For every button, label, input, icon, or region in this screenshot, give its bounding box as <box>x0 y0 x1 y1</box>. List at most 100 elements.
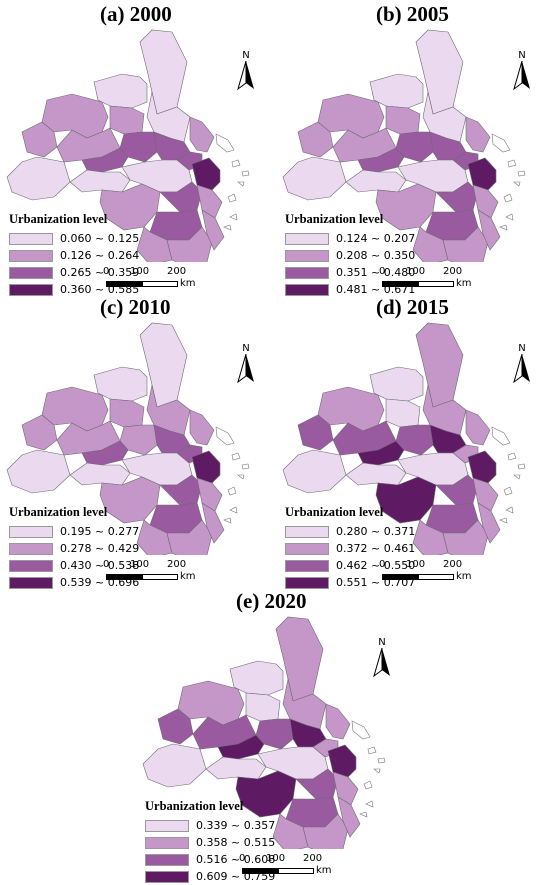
legend-swatch <box>9 542 53 555</box>
legend-range: 0.372 ~ 0.461 <box>336 542 416 555</box>
legend-swatch <box>285 232 329 245</box>
scale-bar: 0 100 200 km <box>103 266 226 289</box>
scale-tick: 200 <box>167 559 187 570</box>
city-region <box>442 226 489 262</box>
legend-swatch <box>285 266 329 279</box>
legend-range: 0.278 ~ 0.429 <box>60 542 140 555</box>
scale-tick: 100 <box>130 266 150 277</box>
legend-swatch <box>9 266 53 279</box>
city-region <box>345 462 407 486</box>
north-label: N <box>242 50 250 61</box>
city-region <box>142 743 207 788</box>
city-region <box>472 184 499 219</box>
coastal-island <box>491 426 511 446</box>
map-panel: (b) 2005 N Urbanization level 0.124 ~ 0.207… <box>278 0 548 296</box>
choropleth-map <box>6 322 250 555</box>
coastal-island <box>215 426 235 446</box>
legend-title: Urbanization level <box>285 505 384 519</box>
legend: Urbanization level 0.195 ~ 0.277 0.278 ~ 0… <box>9 505 139 591</box>
legend-swatch <box>9 283 53 296</box>
coastal-island <box>231 452 241 461</box>
legend-range: 0.339 ~ 0.357 <box>196 819 276 832</box>
coastal-island <box>505 506 514 514</box>
scale-unit: km <box>316 865 332 876</box>
city-region <box>375 476 437 524</box>
city-region <box>99 183 161 231</box>
coastal-island <box>507 159 517 168</box>
scale-tick: 100 <box>406 266 426 277</box>
legend-row: 0.278 ~ 0.429 <box>9 540 139 557</box>
coastal-island <box>241 170 250 177</box>
legend-title: Urbanization level <box>9 505 108 519</box>
legend-range: 0.462 ~ 0.550 <box>336 559 416 572</box>
north-arrow: N <box>512 343 532 387</box>
city-region <box>245 692 281 722</box>
city-region <box>196 184 223 219</box>
choropleth-map <box>282 322 526 555</box>
coastal-island <box>491 133 511 153</box>
city-region <box>472 477 499 512</box>
coastal-island <box>229 506 238 514</box>
scale-bar-white <box>418 573 454 580</box>
city-region <box>189 116 215 153</box>
map-panel: (c) 2010 N Urbanization level 0.195 ~ 0.277… <box>2 293 272 589</box>
scale-bar-white <box>142 280 178 287</box>
north-arrow-icon <box>237 353 254 384</box>
city-region <box>397 452 469 486</box>
legend-swatch <box>285 283 329 296</box>
legend-title: Urbanization level <box>9 212 108 226</box>
scale-bar-black <box>242 867 278 874</box>
city-region <box>56 420 121 456</box>
coastal-island <box>215 133 235 153</box>
coastal-island <box>517 170 526 177</box>
coastal-island <box>503 486 513 496</box>
north-arrow: N <box>236 50 256 94</box>
north-arrow-icon <box>373 647 390 678</box>
city-region <box>369 73 424 109</box>
city-region <box>375 183 437 231</box>
city-region <box>332 420 397 456</box>
scale-tick: 0 <box>379 559 386 570</box>
legend-range: 0.126 ~ 0.264 <box>60 249 140 262</box>
city-region <box>257 746 329 780</box>
legend: Urbanization level 0.280 ~ 0.371 0.372 ~ 0… <box>285 505 415 591</box>
city-region <box>99 476 161 524</box>
legend-row: 0.060 ~ 0.125 <box>9 230 139 247</box>
scale-tick: 200 <box>443 559 463 570</box>
scale-tick: 0 <box>103 559 110 570</box>
legend-row: 0.339 ~ 0.357 <box>145 817 275 834</box>
scale-unit: km <box>180 571 196 582</box>
city-region <box>302 813 349 849</box>
scale-bar-black <box>382 280 418 287</box>
scale-unit: km <box>180 278 196 289</box>
coastal-island <box>241 463 250 470</box>
city-region <box>56 127 121 163</box>
legend-row: 0.358 ~ 0.515 <box>145 834 275 851</box>
scale-tick: 0 <box>379 266 386 277</box>
city-region <box>442 519 489 555</box>
coastal-island <box>363 780 373 790</box>
legend-swatch <box>9 576 53 589</box>
legend-title: Urbanization level <box>285 212 384 226</box>
city-region <box>201 209 225 251</box>
legend-range: 0.124 ~ 0.207 <box>336 232 416 245</box>
legend-range: 0.208 ~ 0.350 <box>336 249 416 262</box>
city-region <box>385 398 421 428</box>
scale-bar-white <box>418 280 454 287</box>
coastal-island <box>227 486 237 496</box>
city-region <box>191 157 221 191</box>
city-region <box>477 502 501 544</box>
scale-bar-white <box>278 867 314 874</box>
city-region <box>201 502 225 544</box>
coastal-island <box>505 213 514 221</box>
scale-bar: 0 100 200 km <box>103 559 226 582</box>
city-region <box>282 156 347 201</box>
legend-swatch <box>145 853 189 866</box>
city-region <box>93 366 148 402</box>
scale-bar-white <box>142 573 178 580</box>
city-region <box>109 398 145 428</box>
legend-range: 0.351 ~ 0.480 <box>336 266 416 279</box>
legend-row: 0.351 ~ 0.480 <box>285 264 415 281</box>
coastal-island <box>513 181 521 187</box>
scale-tick: 200 <box>167 266 187 277</box>
